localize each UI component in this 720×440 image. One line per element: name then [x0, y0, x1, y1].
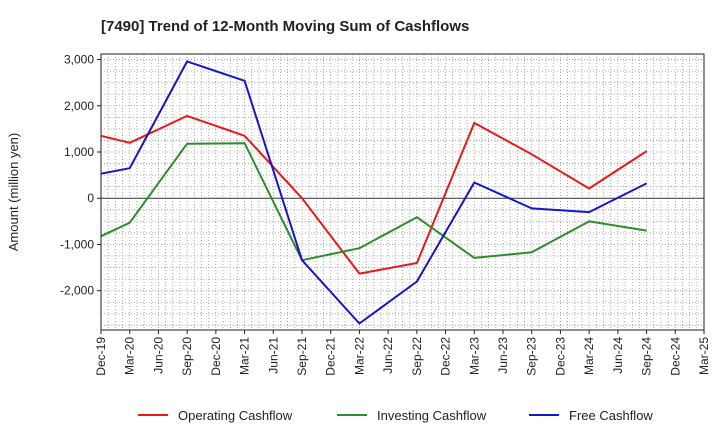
x-tick-label: Jun-22 — [381, 337, 395, 374]
x-tick-label: Mar-20 — [123, 337, 137, 375]
series-line — [100, 114, 648, 275]
x-tick-label: Sep-22 — [410, 337, 424, 376]
chart-title: [7490] Trend of 12-Month Moving Sum of C… — [101, 18, 469, 35]
x-tick-label: Jun-23 — [496, 337, 510, 374]
x-tick-label: Mar-23 — [467, 337, 481, 375]
x-tick-label: Dec-19 — [94, 337, 108, 376]
series-line — [100, 142, 647, 262]
x-tick-label: Sep-23 — [525, 337, 539, 376]
y-tick-label: 1,000 — [64, 145, 94, 159]
series-lines — [100, 60, 648, 325]
plot-frame — [100, 53, 705, 331]
x-tick-label: Dec-24 — [668, 337, 682, 376]
legend: Operating Cashflow Investing Cashflow Free… — [138, 408, 653, 423]
x-tick-label: Mar-24 — [582, 337, 596, 375]
x-tick-label: Sep-21 — [295, 337, 309, 376]
x-tick-label: Jun-24 — [611, 337, 625, 374]
series-line — [100, 60, 648, 325]
y-axis-ticks: 3,000 2,000 1,000 0 -1,000 -2,000 — [60, 53, 101, 298]
y-tick-label: -1,000 — [60, 237, 94, 251]
grid — [101, 54, 704, 330]
legend-label: Free Cashflow — [569, 408, 653, 423]
y-tick-label: 0 — [87, 191, 94, 205]
x-tick-label: Mar-22 — [352, 337, 366, 375]
legend-label: Operating Cashflow — [178, 408, 293, 423]
x-tick-label: Dec-21 — [324, 337, 338, 376]
x-tick-label: Dec-23 — [553, 337, 567, 376]
x-tick-label: Jun-21 — [266, 337, 280, 374]
x-tick-label: Mar-25 — [697, 337, 711, 375]
x-axis-ticks: Dec-19 Mar-20 Jun-20 Sep-20 Dec-20 Mar-21 Jun-… — [94, 330, 711, 376]
x-tick-label: Sep-20 — [180, 337, 194, 376]
x-tick-label: Jun-20 — [151, 337, 165, 374]
x-tick-label: Sep-24 — [640, 337, 654, 376]
y-tick-label: 3,000 — [64, 53, 94, 67]
y-axis-label: Amount (million yen) — [6, 133, 21, 252]
legend-label: Investing Cashflow — [377, 408, 487, 423]
x-tick-label: Dec-20 — [209, 337, 223, 376]
y-tick-label: -2,000 — [60, 284, 94, 298]
y-tick-label: 2,000 — [64, 99, 94, 113]
x-tick-label: Dec-22 — [439, 337, 453, 376]
x-tick-label: Mar-21 — [238, 337, 252, 375]
